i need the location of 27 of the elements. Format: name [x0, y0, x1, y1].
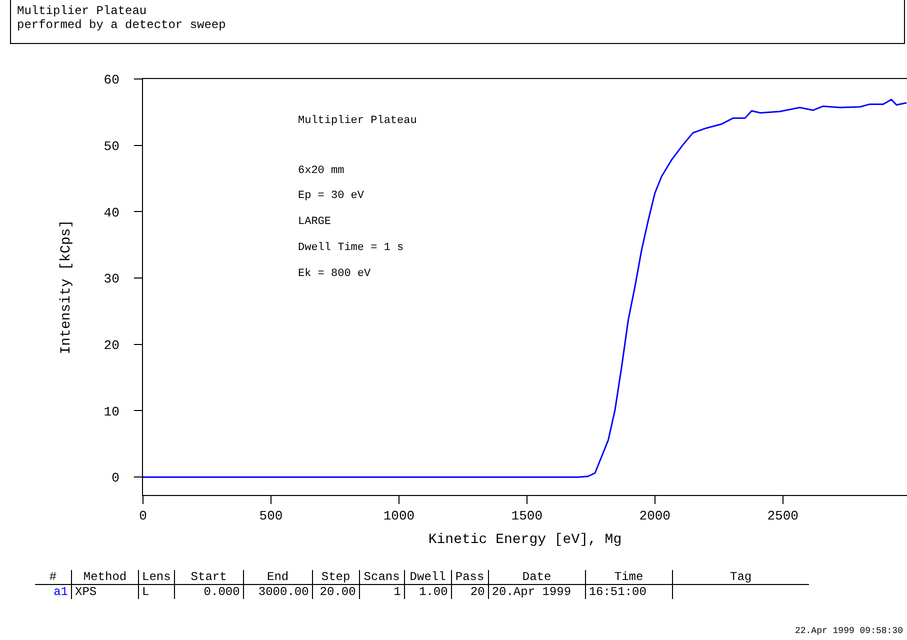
annotation: Ek = 800 eV — [298, 268, 372, 280]
x-tick-label: 2500 — [767, 508, 798, 524]
x-tick-label: 1000 — [383, 508, 415, 524]
y-tick-label: 20 — [104, 338, 120, 353]
annotation: LARGE — [298, 216, 332, 228]
chart-subtitle: performed by a detector sweep — [17, 18, 227, 32]
y-tick-label: 50 — [104, 138, 120, 154]
y-tick-label: 40 — [104, 205, 120, 220]
y-axis-title: Intensity [kCps] — [58, 220, 74, 354]
annotation: Ep = 30 eV — [298, 190, 364, 202]
x-tick-label: 2000 — [639, 508, 670, 524]
line-series — [143, 98, 907, 478]
x-tick-label: 1500 — [511, 508, 543, 524]
y-tick-label: 0 — [112, 470, 120, 486]
text: a1 XPS L 0.000 3000.00 20.00 1 1.00 20 20.Apr 1999 16:51:00 — [54, 585, 646, 599]
x-axis-title: Kinetic Energy [eV], Mg — [428, 532, 622, 548]
x-tick-label: 0 — [139, 508, 147, 524]
y-tick-label: 30 — [104, 272, 120, 287]
text: 22.Apr 1999 09:58:30 — [794, 626, 903, 636]
text: # Method Lens Start End Step Scans Dwell Pass Date Time Tag — [49, 570, 752, 584]
annotation: Multiplier Plateau — [298, 115, 417, 127]
y-tick-label: 60 — [104, 72, 120, 88]
y-tick-label: 10 — [104, 404, 120, 420]
x-tick-label: 500 — [259, 508, 283, 524]
annotation: 6x20 mm — [298, 165, 345, 177]
annotation: Dwell Time = 1 s — [298, 242, 404, 254]
chart-title: Multiplier Plateau — [17, 4, 148, 18]
